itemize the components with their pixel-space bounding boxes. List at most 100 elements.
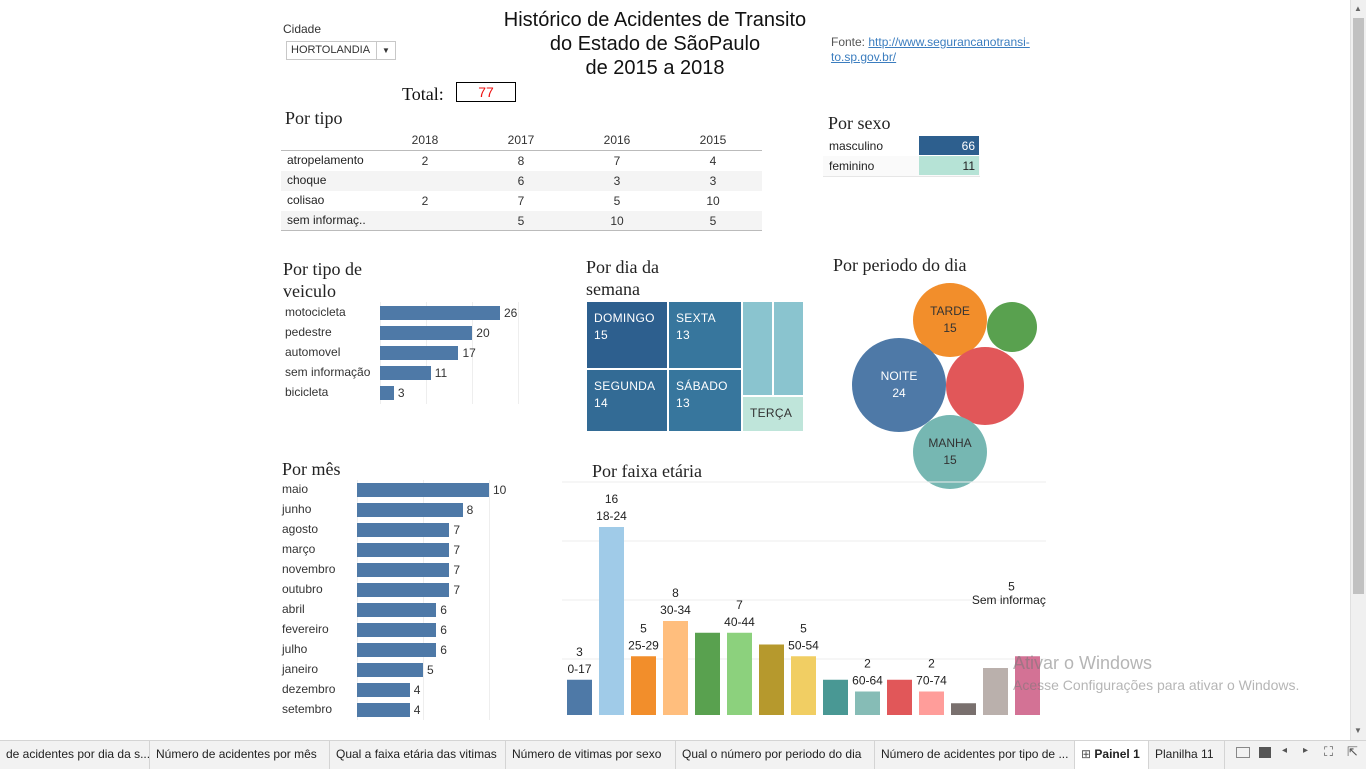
veiculo-category-label: automovel bbox=[285, 345, 341, 359]
treemap-cell-label: SEXTA bbox=[676, 311, 716, 325]
treemap-cell: TERÇA bbox=[742, 396, 804, 432]
mes-bar bbox=[357, 703, 410, 717]
scroll-up-icon[interactable]: ▲ bbox=[1354, 4, 1362, 13]
veiculo-bar bbox=[380, 346, 459, 360]
faixa-category-label: 40-44 bbox=[724, 615, 755, 629]
veiculo-value-label: 11 bbox=[434, 366, 448, 380]
source-prefix: Fonte: bbox=[831, 35, 866, 49]
treemap-cell: SÁBADO 13 bbox=[668, 369, 742, 432]
mes-bar bbox=[357, 623, 437, 637]
mes-category-label: dezembro bbox=[282, 682, 336, 696]
period-bubble-value: 15 bbox=[943, 453, 957, 467]
tipo-cell: 2 bbox=[421, 154, 429, 168]
chevron-down-icon[interactable]: ▼ bbox=[376, 42, 395, 59]
veiculo-gridline bbox=[518, 302, 519, 404]
period-bubble-value: 24 bbox=[892, 386, 906, 400]
tipo-col-header: 2015 bbox=[699, 133, 727, 147]
next-sheet-icon[interactable]: ▸ bbox=[1303, 745, 1309, 756]
tab-dia-da-semana[interactable]: de acidentes por dia da s... bbox=[0, 741, 150, 769]
tab-acidentes-por-mes[interactable]: Número de acidentes por mês bbox=[150, 741, 330, 769]
tab-planilha-11[interactable]: Planilha 11 bbox=[1149, 741, 1225, 769]
source-note: Fonte: http://www.segurancanotransi-to.s… bbox=[831, 35, 1030, 65]
vertical-scrollbar[interactable]: ▲ ▼ bbox=[1350, 0, 1366, 740]
faixa-bar bbox=[695, 632, 720, 715]
sheet-tab-bar: de acidentes por dia da s... Número de a… bbox=[0, 740, 1366, 769]
faixa-bar bbox=[599, 527, 624, 715]
scrollbar-thumb[interactable] bbox=[1353, 18, 1364, 594]
filmstrip-icon[interactable] bbox=[1259, 747, 1271, 758]
activation-watermark-title: Ativar o Windows bbox=[1013, 653, 1153, 673]
veiculo-bar bbox=[380, 366, 431, 380]
treemap-cell: SEXTA 13 bbox=[668, 301, 742, 369]
tipo-row-bg bbox=[281, 171, 762, 191]
period-bubble: TARDE 15 bbox=[913, 283, 987, 357]
treemap-cell-label: SEGUNDA bbox=[594, 379, 656, 393]
tipo-row-bg bbox=[281, 191, 762, 211]
treemap-cell-label: DOMINGO bbox=[594, 311, 655, 325]
tipo-cell: 4 bbox=[709, 154, 717, 168]
period-bubble-value: 15 bbox=[943, 321, 957, 335]
mes-bar bbox=[357, 583, 450, 597]
faixa-value-label: 5 bbox=[1008, 579, 1015, 593]
veiculo-gridline bbox=[472, 302, 473, 404]
por-periodo-bubbles: TARDE 15 NOITE 24 MANHA 15 bbox=[845, 280, 1045, 495]
mes-category-label: julho bbox=[282, 642, 308, 656]
tipo-cell: 2 bbox=[421, 194, 429, 208]
tab-tipo-de-veiculo[interactable]: Número de acidentes por tipo de ... bbox=[875, 741, 1075, 769]
mes-bar bbox=[357, 483, 489, 497]
tab-periodo-do-dia[interactable]: Qual o número por periodo do dia bbox=[676, 741, 875, 769]
faixa-category-label: 18-24 bbox=[596, 509, 627, 523]
faixa-bar bbox=[791, 656, 816, 715]
mes-bar bbox=[357, 603, 437, 617]
tipo-cell: 10 bbox=[706, 194, 720, 208]
share-icon[interactable]: ⇱ bbox=[1347, 744, 1358, 759]
mes-value-label: 8 bbox=[466, 503, 474, 517]
mes-category-label: maio bbox=[282, 482, 309, 496]
faixa-category-label: 30-34 bbox=[660, 603, 691, 617]
faixa-bar bbox=[855, 691, 880, 715]
faixa-bar bbox=[727, 632, 752, 715]
mes-gridline bbox=[423, 480, 424, 720]
por-dia-title-line-2: semana bbox=[586, 279, 640, 299]
show-sheets-icon[interactable] bbox=[1236, 747, 1250, 758]
faixa-bar bbox=[663, 621, 688, 715]
faixa-bar bbox=[919, 691, 944, 715]
mes-category-label: janeiro bbox=[282, 662, 319, 676]
faixa-value-label: 5 bbox=[640, 621, 647, 635]
faixa-bar bbox=[887, 679, 912, 715]
tab-faixa-etaria[interactable]: Qual a faixa etária das vitimas bbox=[330, 741, 506, 769]
period-bubble-label: TARDE bbox=[930, 304, 970, 318]
mes-value-label: 7 bbox=[453, 543, 461, 557]
treemap-cell bbox=[742, 301, 773, 396]
mes-value-label: 10 bbox=[493, 483, 507, 497]
treemap-cell-value: 14 bbox=[594, 396, 608, 410]
mes-value-label: 6 bbox=[440, 603, 447, 617]
por-mes-chart: maio 10 junho 8 agosto 7 março 7 novembro 7 outubr… bbox=[280, 480, 530, 720]
tipo-row-label: choque bbox=[287, 173, 327, 187]
period-bubble: NOITE 24 bbox=[852, 338, 946, 432]
mes-value-label: 6 bbox=[440, 623, 447, 637]
faixa-value-label: 8 bbox=[672, 586, 679, 600]
tab-painel-1[interactable]: ⊞ Painel 1 bbox=[1075, 741, 1149, 769]
city-dropdown[interactable]: HORTOLANDIA ▼ bbox=[286, 41, 396, 60]
tipo-row-label: colisao bbox=[287, 193, 325, 207]
source-link[interactable]: http://www.segurancanotransi-to.sp.gov.b… bbox=[831, 35, 1030, 64]
scroll-down-icon[interactable]: ▼ bbox=[1354, 726, 1362, 735]
por-tipo-table: 2018 2017 2016 2015 atropelamento 2 8 7 4 choque 6… bbox=[281, 130, 762, 231]
tab-vitimas-por-sexo[interactable]: Número de vitimas por sexo bbox=[506, 741, 676, 769]
sexo-value-cell: 66 bbox=[919, 136, 979, 155]
tipo-cell: 5 bbox=[613, 194, 621, 208]
tipo-cell: 6 bbox=[517, 174, 525, 188]
faixa-value-label: 2 bbox=[864, 657, 871, 671]
prev-sheet-icon[interactable]: ◂ bbox=[1282, 745, 1288, 756]
faixa-bar bbox=[951, 703, 976, 715]
tipo-cell: 7 bbox=[613, 154, 621, 168]
faixa-bar bbox=[759, 644, 784, 715]
faixa-value-label: 16 bbox=[605, 492, 619, 506]
mes-category-label: junho bbox=[282, 502, 312, 516]
sexo-row-label: feminino bbox=[829, 159, 875, 173]
faixa-bar bbox=[983, 668, 1008, 715]
fullscreen-icon[interactable]: ⛶ bbox=[1324, 744, 1334, 759]
treemap-cell-value: 15 bbox=[594, 328, 608, 342]
por-dia-title: Por dia da semana bbox=[586, 256, 659, 300]
